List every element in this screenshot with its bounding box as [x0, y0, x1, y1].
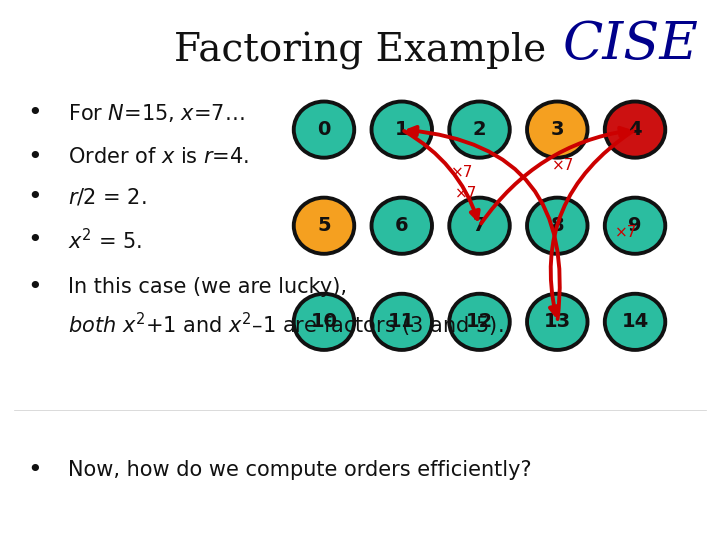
Ellipse shape: [605, 198, 665, 254]
Ellipse shape: [372, 198, 432, 254]
Ellipse shape: [527, 198, 588, 254]
Text: Now, how do we compute orders efficiently?: Now, how do we compute orders efficientl…: [68, 460, 532, 480]
Text: 10: 10: [310, 312, 338, 332]
Ellipse shape: [294, 294, 354, 350]
Text: CISE: CISE: [562, 19, 698, 70]
Ellipse shape: [294, 198, 354, 254]
Text: In this case (we are lucky),: In this case (we are lucky),: [68, 277, 347, 298]
Text: 2: 2: [473, 120, 486, 139]
Ellipse shape: [449, 102, 510, 158]
Text: 11: 11: [388, 312, 415, 332]
Text: •: •: [27, 145, 42, 168]
FancyArrowPatch shape: [550, 131, 633, 315]
Text: $r$/2 = 2.: $r$/2 = 2.: [68, 187, 147, 207]
Text: 6: 6: [395, 216, 408, 235]
Ellipse shape: [527, 294, 588, 350]
Text: 0: 0: [318, 120, 330, 139]
Ellipse shape: [372, 102, 432, 158]
Text: 8: 8: [551, 216, 564, 235]
Ellipse shape: [449, 198, 510, 254]
FancyArrowPatch shape: [409, 127, 559, 319]
Text: ×7: ×7: [455, 186, 478, 201]
Ellipse shape: [605, 102, 665, 158]
FancyArrowPatch shape: [404, 131, 479, 219]
Text: Order of $x$ is $r$=4.: Order of $x$ is $r$=4.: [68, 146, 250, 167]
Text: 5: 5: [318, 216, 330, 235]
Text: •: •: [27, 228, 42, 252]
Text: 12: 12: [466, 312, 493, 332]
Text: •: •: [27, 102, 42, 125]
Ellipse shape: [372, 294, 432, 350]
Text: 1: 1: [395, 120, 408, 139]
Ellipse shape: [527, 102, 588, 158]
Text: 14: 14: [621, 312, 649, 332]
Ellipse shape: [294, 102, 354, 158]
Text: •: •: [27, 458, 42, 482]
FancyArrowPatch shape: [481, 128, 628, 224]
Text: 9: 9: [629, 216, 642, 235]
Text: 7: 7: [473, 216, 486, 235]
Text: $x^2$ = 5.: $x^2$ = 5.: [68, 228, 143, 253]
Text: ×7: ×7: [451, 165, 474, 180]
Text: ×7: ×7: [552, 158, 575, 173]
Text: Factoring Example: Factoring Example: [174, 32, 546, 70]
Text: •: •: [27, 185, 42, 209]
Text: For $N$=15, $x$=7…: For $N$=15, $x$=7…: [68, 103, 245, 124]
Text: 3: 3: [551, 120, 564, 139]
Ellipse shape: [605, 294, 665, 350]
Text: 4: 4: [629, 120, 642, 139]
Text: ×7: ×7: [615, 225, 638, 240]
Ellipse shape: [449, 294, 510, 350]
Text: $\mathit{both}$ $x^2$+1 and $x^2$–1 are factors (3 and 5).: $\mathit{both}$ $x^2$+1 and $x^2$–1 are …: [68, 311, 504, 339]
Text: 13: 13: [544, 312, 571, 332]
Text: •: •: [27, 275, 42, 299]
